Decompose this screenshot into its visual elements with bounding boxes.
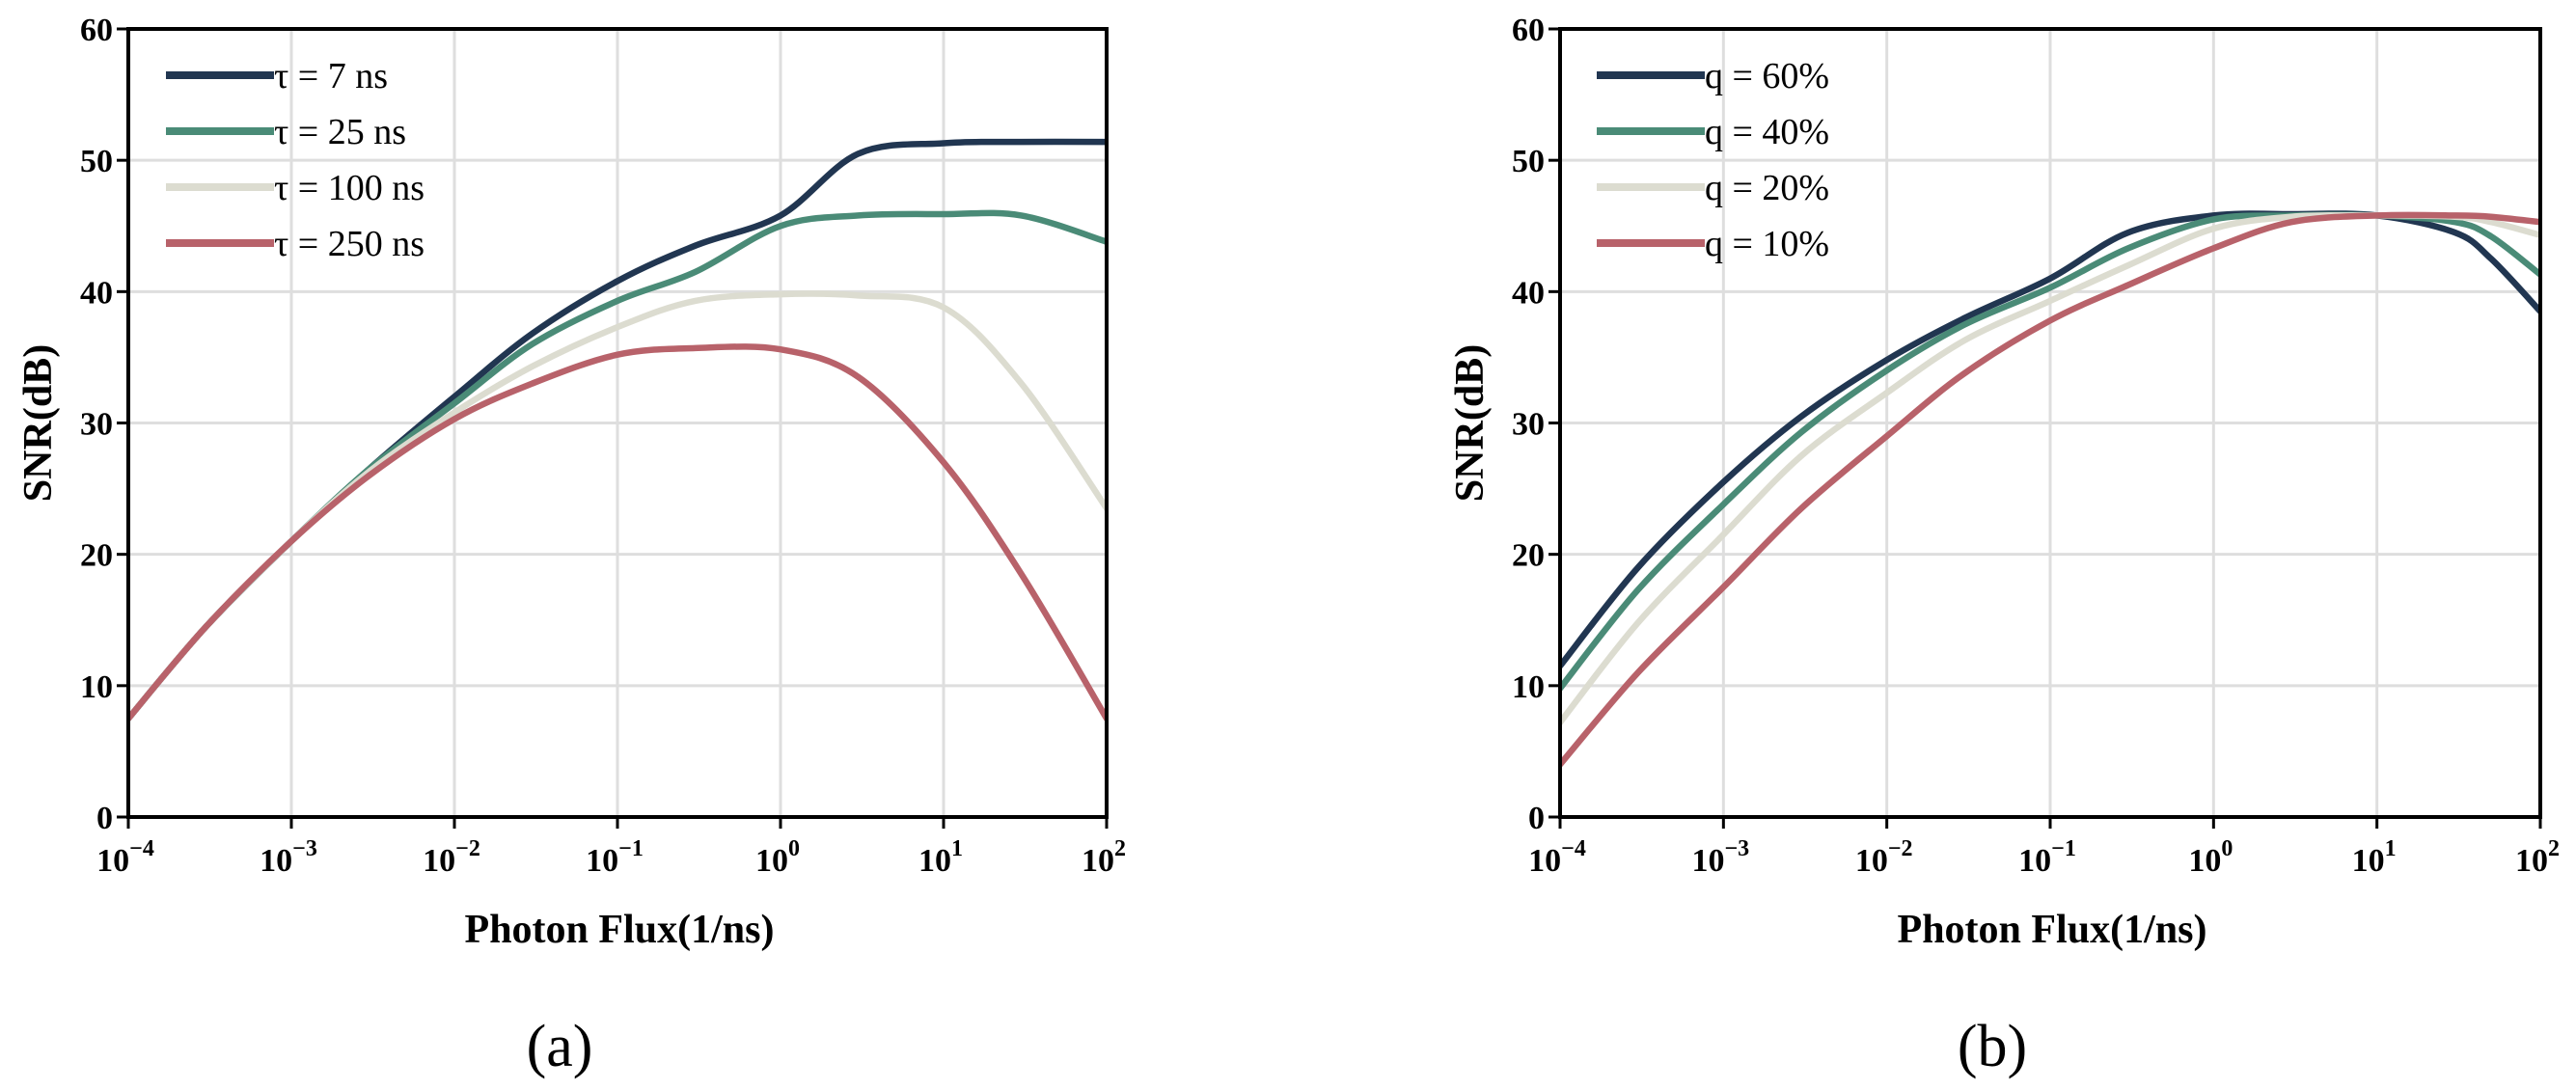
y-tick-label: 30 (1512, 407, 1545, 443)
series-lines (128, 138, 1107, 722)
x-tick-exponent: −3 (292, 836, 317, 861)
grid (128, 29, 1107, 817)
y-tick-label: 10 (80, 669, 113, 705)
x-tick-base: 10 (1082, 843, 1114, 879)
y-tick-label: 60 (80, 13, 113, 48)
x-tick-exponent: 0 (2221, 836, 2233, 861)
legend-item: τ = 100 ns (166, 168, 425, 208)
x-tick-label: 10−1 (586, 836, 644, 879)
x-tick-label: 10−3 (260, 836, 317, 879)
series-lines (1560, 210, 2540, 768)
x-tick-exponent: −2 (455, 836, 480, 861)
x-tick-exponent: 2 (1114, 836, 1126, 861)
x-tick-base: 10 (1528, 843, 1561, 879)
y-tick-label: 60 (1512, 13, 1545, 48)
x-tick-exponent: −2 (1888, 836, 1913, 861)
x-tick-base: 10 (1855, 843, 1888, 879)
x-tick-base: 10 (423, 843, 455, 879)
x-tick-exponent: 0 (788, 836, 800, 861)
x-tick-label: 100 (755, 836, 800, 879)
x-tick-exponent: 1 (2385, 836, 2397, 861)
x-tick-base: 10 (755, 843, 788, 879)
series-line-4 (1560, 211, 2540, 768)
x-tick-base: 10 (260, 843, 292, 879)
x-tick-label: 102 (1082, 836, 1126, 879)
x-tick-exponent: −1 (2051, 836, 2076, 861)
x-tick-base: 10 (2515, 843, 2548, 879)
x-tick-label: 101 (2352, 836, 2397, 879)
x-tick-exponent: −1 (618, 836, 644, 861)
legend-label: q = 60% (1705, 56, 1829, 96)
panel-caption: (a) (527, 1014, 593, 1079)
x-axis-label: Photon Flux(1/ns) (465, 908, 775, 952)
x-tick-label: 101 (918, 836, 963, 879)
x-tick-label: 100 (2188, 836, 2233, 879)
y-tick-label: 0 (1528, 801, 1545, 836)
x-tick-exponent: −4 (1561, 836, 1586, 861)
legend-label: q = 40% (1705, 112, 1829, 152)
x-tick-label: 10−3 (1691, 836, 1749, 879)
y-tick-label: 20 (1512, 538, 1545, 574)
legend-label: τ = 100 ns (274, 168, 425, 208)
x-tick-label: 10−2 (423, 836, 480, 879)
legend: τ = 7 ns τ = 25 ns τ = 100 ns τ = 250 ns (166, 56, 425, 264)
y-axis-label: SNR(dB) (16, 344, 61, 502)
legend-label: τ = 250 ns (274, 224, 425, 264)
x-tick-exponent: −4 (129, 836, 154, 861)
legend-item: τ = 250 ns (166, 224, 425, 264)
y-axis-label: SNR(dB) (1448, 344, 1493, 502)
x-tick-base: 10 (2018, 843, 2051, 879)
legend-label: q = 10% (1705, 224, 1829, 264)
y-tick-label: 40 (80, 275, 113, 311)
chart-panel-b: 10−4 10−3 10−2 10−1 100 101 1020102030405060Ph… (1448, 13, 2560, 1079)
y-tick-label: 30 (80, 407, 113, 443)
x-tick-base: 10 (586, 843, 618, 879)
y-tick-label: 50 (1512, 144, 1545, 179)
legend-item: τ = 7 ns (166, 56, 388, 96)
y-tick-label: 10 (1512, 669, 1545, 705)
x-tick-base: 10 (2352, 843, 2385, 879)
y-tick-label: 20 (80, 538, 113, 574)
x-tick-label: 102 (2515, 836, 2560, 879)
x-tick-label: 10−4 (96, 836, 154, 879)
series-line-4 (128, 343, 1107, 722)
x-tick-base: 10 (918, 843, 951, 879)
legend-label: τ = 7 ns (274, 56, 388, 96)
legend-item: q = 60% (1597, 56, 1829, 96)
y-tick-label: 0 (96, 801, 113, 836)
x-axis-label: Photon Flux(1/ns) (1898, 908, 2207, 952)
grid (1560, 29, 2540, 817)
legend-label: τ = 25 ns (274, 112, 406, 152)
x-tick-exponent: 2 (2548, 836, 2560, 861)
y-tick-label: 50 (80, 144, 113, 179)
legend-item: q = 10% (1597, 224, 1829, 264)
legend: q = 60% q = 40% q = 20% q = 10% (1597, 56, 1829, 264)
panel-caption: (b) (1958, 1014, 2027, 1079)
legend-label: q = 20% (1705, 168, 1829, 208)
x-tick-label: 10−1 (2018, 836, 2076, 879)
y-tick-label: 40 (1512, 275, 1545, 311)
x-tick-base: 10 (1691, 843, 1724, 879)
x-tick-label: 10−2 (1855, 836, 1913, 879)
x-tick-base: 10 (2188, 843, 2221, 879)
legend-item: q = 40% (1597, 112, 1829, 152)
x-tick-exponent: −3 (1724, 836, 1749, 861)
x-tick-exponent: 1 (951, 836, 963, 861)
x-tick-label: 10−4 (1528, 836, 1586, 879)
x-tick-base: 10 (96, 843, 129, 879)
legend-item: q = 20% (1597, 168, 1829, 208)
chart-panel-a: 10−4 10−3 10−2 10−1 100 101 1020102030405060Ph… (16, 13, 1126, 1079)
legend-item: τ = 25 ns (166, 112, 406, 152)
series-line-1 (1560, 210, 2540, 669)
